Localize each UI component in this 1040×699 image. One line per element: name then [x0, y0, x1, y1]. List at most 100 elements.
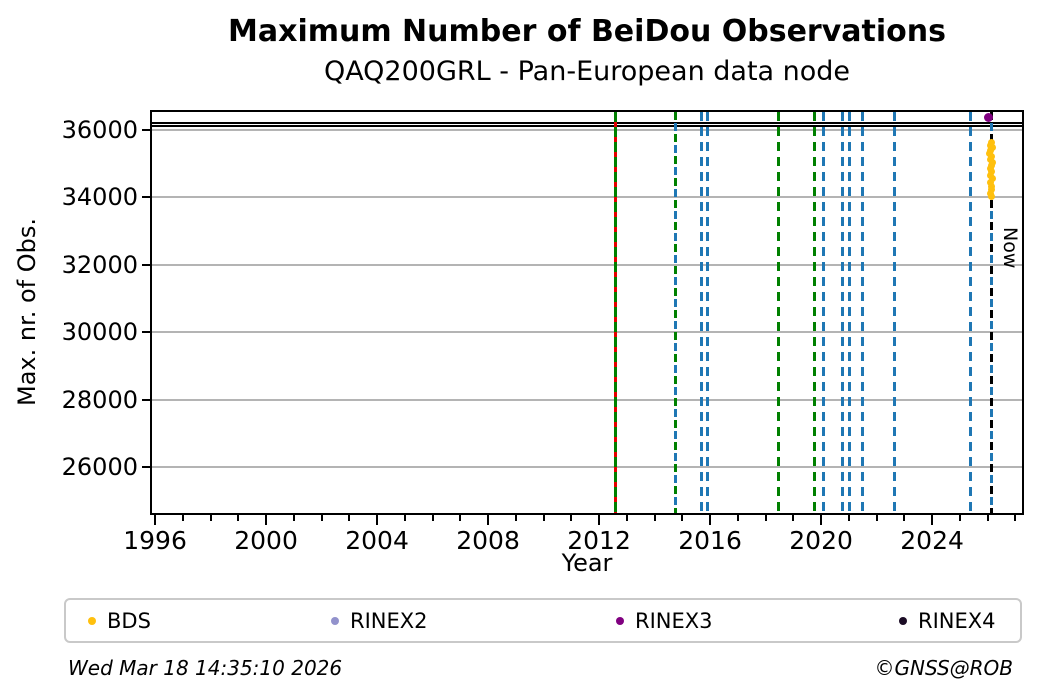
legend-item-rinex2: RINEX2 [331, 600, 428, 641]
x-tick-label: 2016 [678, 526, 742, 555]
data-point-bds [986, 178, 994, 186]
x-tick-major [709, 515, 712, 525]
x-tick-label: 2004 [345, 526, 409, 555]
legend-item-rinex4: RINEX4 [899, 600, 996, 641]
event-line [674, 112, 678, 513]
y-tick [142, 128, 150, 131]
x-tick-minor [181, 515, 184, 521]
y-axis-title: Max. nr. of Obs. [13, 217, 41, 407]
x-tick-minor [792, 515, 795, 521]
x-tick-minor [736, 515, 739, 521]
data-point-bds [988, 175, 996, 183]
y-tick [142, 331, 150, 334]
plot-timestamp: Wed Mar 18 14:35:10 2026 [68, 656, 343, 680]
legend-label-rinex2: RINEX2 [350, 608, 428, 633]
y-tick-label: 30000 [61, 318, 138, 347]
x-tick-label: 2012 [567, 526, 631, 555]
event-line [990, 112, 994, 513]
y-tick-label: 34000 [61, 183, 138, 212]
x-tick-minor [875, 515, 878, 521]
y-tick [142, 398, 150, 401]
x-tick-minor [209, 515, 212, 521]
x-tick-minor [958, 515, 961, 521]
legend-label-rinex3: RINEX3 [635, 608, 713, 633]
rinex2-marker-icon [331, 616, 339, 625]
data-point-bds [987, 192, 995, 200]
event-line [847, 112, 851, 513]
x-tick-major [487, 515, 490, 525]
x-tick-minor [570, 515, 573, 521]
gridline [152, 398, 1022, 401]
event-line [705, 112, 709, 513]
x-tick-label: 2008 [456, 526, 520, 555]
gridline [152, 128, 1022, 131]
event-line [892, 112, 896, 513]
x-tick-minor [653, 515, 656, 521]
x-tick-minor [903, 515, 906, 521]
rinex3-marker-icon [616, 616, 624, 625]
max-line [152, 121, 1022, 124]
x-axis-title: Year [561, 549, 613, 577]
x-tick-minor [986, 515, 989, 521]
x-tick-major [598, 515, 601, 525]
chart-title: Maximum Number of BeiDou Observations [228, 14, 946, 49]
y-tick [142, 466, 150, 469]
x-tick-minor [847, 515, 850, 521]
x-tick-minor [431, 515, 434, 521]
event-line [840, 112, 844, 513]
gridline [152, 466, 1022, 469]
event-line [821, 112, 825, 513]
x-tick-major [376, 515, 379, 525]
event-line [613, 112, 617, 513]
data-point-rinex3 [984, 113, 994, 122]
data-point-bds [988, 186, 996, 194]
event-line [699, 112, 703, 513]
data-point-bds [987, 182, 995, 190]
x-tick-minor [681, 515, 684, 521]
x-tick-minor [514, 515, 517, 521]
x-tick-minor [320, 515, 323, 521]
event-line [813, 112, 817, 513]
x-tick-minor [542, 515, 545, 521]
y-tick [142, 263, 150, 266]
y-tick-label: 36000 [61, 115, 138, 144]
x-tick-label: 2024 [900, 526, 964, 555]
x-tick-minor [625, 515, 628, 521]
event-line [969, 112, 973, 513]
rinex4-marker-icon [899, 616, 907, 625]
legend-label-rinex4: RINEX4 [918, 608, 996, 633]
x-tick-minor [764, 515, 767, 521]
legend: BDS RINEX2 RINEX3 RINEX4 [64, 598, 1022, 643]
legend-item-bds: BDS [88, 600, 151, 641]
legend-item-rinex3: RINEX3 [616, 600, 713, 641]
gridline [152, 263, 1022, 266]
y-tick-label: 28000 [61, 385, 138, 414]
x-tick-major [154, 515, 157, 525]
x-tick-minor [292, 515, 295, 521]
legend-label-bds: BDS [107, 608, 151, 633]
chart-subtitle: QAQ200GRL - Pan-European data node [323, 56, 851, 87]
max-line [152, 124, 1022, 127]
x-tick-major [931, 515, 934, 525]
x-tick-label: 2020 [789, 526, 853, 555]
event-line [860, 112, 864, 513]
x-tick-label: 1996 [123, 526, 187, 555]
y-tick [142, 196, 150, 199]
copyright-credit: ©GNSS@ROB [874, 656, 1014, 680]
x-tick-minor [1014, 515, 1017, 521]
event-line [776, 112, 780, 513]
plot-area: 26000 28000 30000 32000 34000 36000 1996 2000 20… [62, 110, 1024, 555]
gridline [152, 331, 1022, 334]
y-tick-label: 26000 [61, 453, 138, 482]
x-tick-minor [348, 515, 351, 521]
x-tick-major [820, 515, 823, 525]
now-label: Now [998, 227, 1021, 269]
x-tick-major [265, 515, 268, 525]
gridline [152, 196, 1022, 199]
x-tick-label: 2000 [234, 526, 298, 555]
bds-marker-icon [88, 616, 96, 625]
y-tick-label: 32000 [61, 250, 138, 279]
x-tick-minor [459, 515, 462, 521]
x-tick-minor [237, 515, 240, 521]
